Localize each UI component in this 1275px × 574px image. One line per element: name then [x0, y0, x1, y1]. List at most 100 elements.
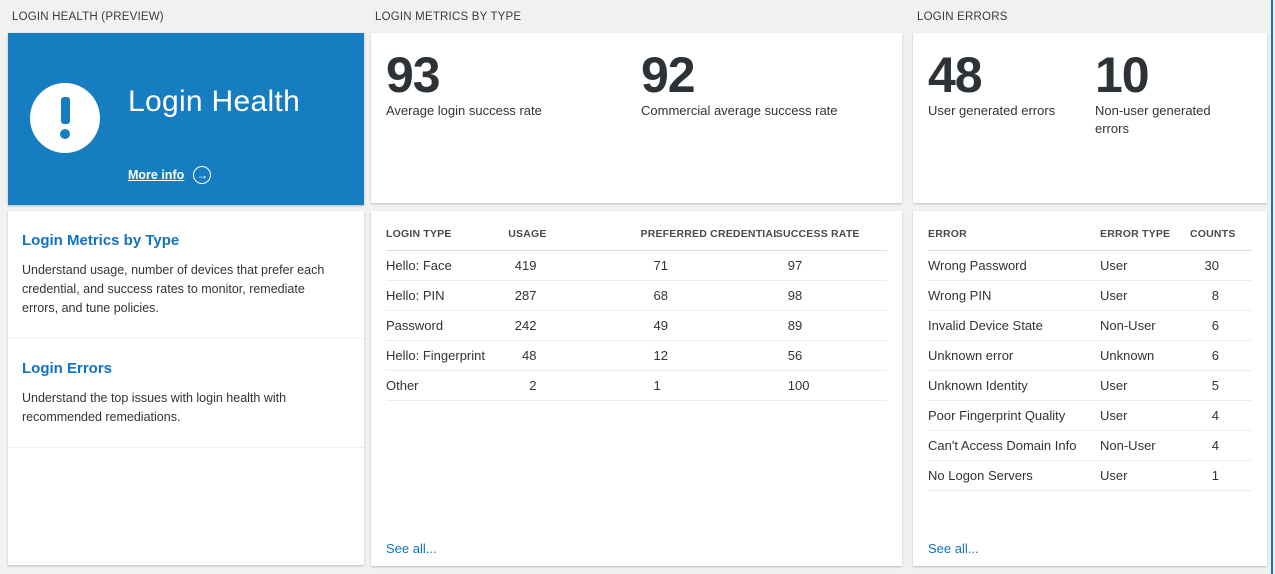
login-health-column: LOGIN HEALTH (PREVIEW) Login Health More…	[8, 0, 364, 574]
stat-user-generated-errors: 48 User generated errors	[928, 49, 1095, 137]
nav-link-login-metrics-by-type[interactable]: Login Metrics by Type	[22, 232, 180, 249]
table-cell: No Logon Servers	[928, 460, 1100, 491]
stat-label: Commercial average success rate	[641, 103, 838, 118]
table-row: Other 2 1 100	[386, 370, 887, 401]
see-all-link-errors[interactable]: See all...	[928, 541, 979, 556]
table-cell: 6	[1190, 340, 1252, 371]
login-health-tile[interactable]: Login Health More info →	[8, 33, 364, 205]
stat-label: Average login success rate	[386, 103, 542, 118]
table-row: Wrong Password User 30	[928, 250, 1252, 281]
table-cell: 97	[775, 250, 887, 281]
column-header: LOGIN TYPE	[386, 218, 509, 251]
table-header-row: ERROR ERROR TYPE COUNTS	[928, 218, 1252, 251]
column-header: COUNTS	[1190, 218, 1252, 251]
login-metrics-stats-card: 93 Average login success rate 92 Commerc…	[371, 33, 902, 203]
table-cell: 56	[775, 340, 887, 371]
table-cell: 419	[508, 250, 641, 281]
stat-label: User generated errors	[928, 103, 1056, 118]
column-header: PREFERRED CREDENTIAL	[640, 218, 776, 251]
table-cell: 30	[1190, 250, 1252, 281]
table-cell: User	[1100, 370, 1190, 401]
nav-section-login-metrics: Login Metrics by Type Understand usage, …	[8, 211, 364, 339]
nav-description: Understand the top issues with login hea…	[22, 391, 287, 424]
table-cell: Unknown	[1100, 340, 1190, 371]
table-row: Unknown error Unknown 6	[928, 340, 1252, 371]
stat-value: 48	[928, 47, 983, 103]
stat-value: 93	[386, 47, 441, 103]
login-health-nav-card: Login Metrics by Type Understand usage, …	[8, 211, 364, 565]
table-row: Poor Fingerprint Quality User 4	[928, 400, 1252, 431]
table-cell: User	[1100, 280, 1190, 311]
table-cell: Can't Access Domain Info	[928, 430, 1100, 461]
table-cell: 100	[775, 370, 887, 401]
column-header: ERROR	[928, 218, 1100, 251]
table-cell: 4	[1190, 400, 1252, 431]
stat-non-user-generated-errors: 10 Non-user generated errors	[1095, 49, 1262, 137]
table-cell: 68	[640, 280, 776, 311]
arrow-right-circle-icon: →	[193, 166, 212, 184]
login-metrics-section-header: LOGIN METRICS BY TYPE	[375, 11, 522, 23]
alert-exclamation-icon	[30, 83, 100, 153]
nav-description: Understand usage, number of devices that…	[22, 263, 325, 315]
table-cell: 98	[775, 280, 887, 311]
table-row: Invalid Device State Non-User 6	[928, 310, 1252, 341]
login-errors-section-header: LOGIN ERRORS	[917, 11, 1008, 23]
table-row: Hello: PIN 287 68 98	[386, 280, 887, 311]
see-all-link-metrics[interactable]: See all...	[386, 541, 437, 556]
table-cell: Password	[386, 310, 509, 341]
table-cell: 89	[775, 310, 887, 341]
table-cell: User	[1100, 400, 1190, 431]
stat-label: Non-user generated errors	[1095, 103, 1211, 136]
hero-title: Login Health	[128, 85, 301, 118]
stat-value: 92	[641, 47, 696, 103]
table-cell: Non-User	[1100, 430, 1190, 461]
login-health-section-header: LOGIN HEALTH (PREVIEW)	[12, 11, 164, 23]
table-row: Wrong PIN User 8	[928, 280, 1252, 311]
table-cell: User	[1100, 250, 1190, 281]
table-cell: 49	[640, 310, 776, 341]
column-header: SUCCESS RATE	[775, 218, 887, 251]
table-row: Password 242 49 89	[386, 310, 887, 341]
table-cell: Other	[386, 370, 509, 401]
table-cell: 2	[508, 370, 641, 401]
stat-commercial-average-success-rate: 92 Commercial average success rate	[641, 49, 896, 120]
table-cell: 1	[640, 370, 776, 401]
stat-value: 10	[1095, 47, 1150, 103]
login-metrics-table: LOGIN TYPE USAGE PREFERRED CREDENTIAL SUCCE…	[386, 218, 887, 401]
table-cell: 48	[508, 340, 641, 371]
table-cell: Unknown Identity	[928, 370, 1100, 401]
table-header-row: LOGIN TYPE USAGE PREFERRED CREDENTIAL SUCCE…	[386, 218, 887, 251]
table-cell: 12	[640, 340, 776, 371]
table-cell: Wrong Password	[928, 250, 1100, 281]
login-errors-table-card: ERROR ERROR TYPE COUNTS Wrong Password User…	[913, 211, 1267, 566]
nav-section-login-errors: Login Errors Understand the top issues w…	[8, 339, 364, 448]
table-row: No Logon Servers User 1	[928, 460, 1252, 491]
more-info-link[interactable]: More info →	[128, 166, 212, 184]
table-cell: 287	[508, 280, 641, 311]
table-cell: Invalid Device State	[928, 310, 1100, 341]
blade-edge-divider	[1271, 0, 1273, 574]
login-errors-stats-card: 48 User generated errors 10 Non-user gen…	[913, 33, 1267, 203]
more-info-label: More info	[128, 168, 185, 182]
table-cell: Hello: PIN	[386, 280, 509, 311]
table-cell: Unknown error	[928, 340, 1100, 371]
login-metrics-table-card: LOGIN TYPE USAGE PREFERRED CREDENTIAL SUCCE…	[371, 211, 902, 566]
table-cell: 5	[1190, 370, 1252, 401]
column-header: ERROR TYPE	[1100, 218, 1190, 251]
table-cell: 71	[640, 250, 776, 281]
login-errors-column: LOGIN ERRORS 48 User generated errors 10…	[913, 0, 1267, 574]
table-cell: 8	[1190, 280, 1252, 311]
table-cell: Non-User	[1100, 310, 1190, 341]
table-cell: 1	[1190, 460, 1252, 491]
column-header: USAGE	[508, 218, 641, 251]
table-cell: Poor Fingerprint Quality	[928, 400, 1100, 431]
login-metrics-column: LOGIN METRICS BY TYPE 93 Average login s…	[371, 0, 902, 574]
table-cell: Wrong PIN	[928, 280, 1100, 311]
table-cell: 6	[1190, 310, 1252, 341]
table-row: Unknown Identity User 5	[928, 370, 1252, 401]
nav-link-login-errors[interactable]: Login Errors	[22, 360, 113, 377]
login-errors-table: ERROR ERROR TYPE COUNTS Wrong Password User…	[928, 218, 1252, 491]
table-cell: Hello: Fingerprint	[386, 340, 509, 371]
table-row: Hello: Face 419 71 97	[386, 250, 887, 281]
